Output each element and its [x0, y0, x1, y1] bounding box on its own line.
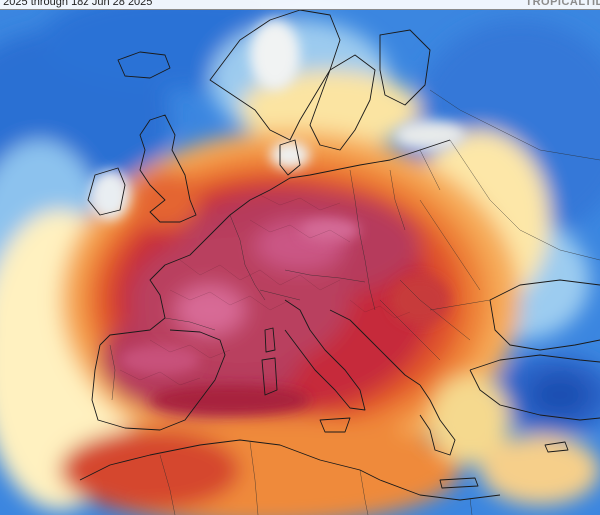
denmark-coast [279, 139, 301, 176]
dark-red-band [150, 385, 310, 415]
finland-coast [379, 29, 431, 106]
cream-north [240, 70, 420, 150]
border-at-hu [364, 259, 376, 311]
norway-pale [250, 20, 300, 90]
border-ukraine [419, 199, 481, 291]
black-sea-coast [489, 279, 600, 351]
border-libya [359, 469, 369, 515]
border-de-at [284, 269, 366, 283]
valid-time-caption: 6 2025 through 18z Jun 28 2025 [0, 0, 153, 8]
italy-coast [284, 299, 366, 411]
ireland-pale [90, 170, 130, 220]
border-ch-it [259, 289, 301, 301]
iceland-coast [117, 51, 171, 79]
levant-cream [480, 435, 600, 505]
turkey-deep [530, 373, 590, 417]
border-baltics [419, 149, 441, 191]
border-pl-by [389, 169, 406, 231]
sweden-coast [309, 54, 376, 151]
crete-coast [439, 477, 479, 489]
turkey-coast [469, 354, 600, 421]
border-ro [429, 299, 491, 311]
baltic-pale [395, 120, 465, 150]
denmark-pale [270, 141, 310, 169]
ireland-coast [87, 167, 126, 216]
border-balkans [379, 299, 441, 361]
border-fr-es [164, 317, 216, 331]
pink-streak-1 [300, 218, 360, 242]
border-russia [449, 139, 600, 261]
britain-coast [139, 114, 197, 223]
pink-streak-2 [120, 345, 200, 375]
district-mesh [119, 194, 411, 386]
greece-coast [419, 384, 456, 456]
adriatic-coast [329, 309, 421, 386]
border-pt-es [109, 344, 116, 401]
admin-borders [109, 89, 600, 515]
caption-bar: 6 2025 through 18z Jun 28 2025 TROPICALT… [0, 0, 600, 10]
sicily-coast [319, 417, 351, 433]
border-maghreb-2 [249, 441, 259, 515]
brand-watermark: TROPICALTID [525, 0, 600, 8]
norway-coast [209, 9, 341, 141]
border-maghreb [159, 454, 176, 515]
border-egypt [469, 497, 473, 515]
hotspot-france [175, 285, 245, 335]
africa-coast [79, 439, 501, 501]
border-balkans-2 [399, 279, 471, 341]
border-de-pl [349, 169, 366, 261]
iberia-coast [91, 329, 226, 431]
corsica-coast [264, 327, 276, 353]
border-fr-de [229, 214, 266, 301]
sardinia-coast [261, 357, 278, 396]
border-russia-2 [429, 89, 600, 161]
africa-red [60, 430, 240, 510]
cyprus-coast [544, 441, 569, 453]
